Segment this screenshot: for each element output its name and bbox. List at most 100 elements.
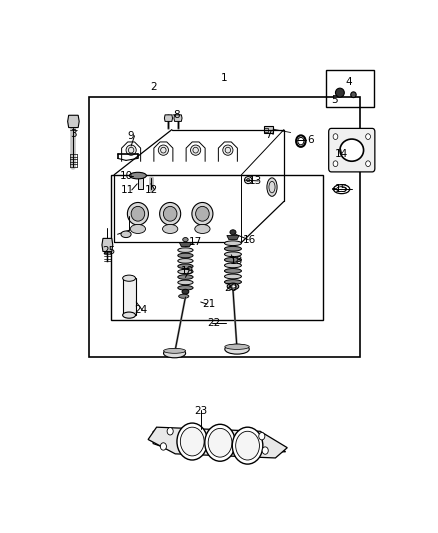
Circle shape — [259, 432, 265, 440]
Text: 19: 19 — [180, 266, 194, 276]
Ellipse shape — [247, 179, 250, 182]
Ellipse shape — [267, 178, 277, 196]
Text: 15: 15 — [335, 184, 348, 194]
Circle shape — [160, 443, 166, 450]
Ellipse shape — [224, 269, 241, 273]
Ellipse shape — [126, 145, 136, 155]
Bar — [123, 278, 135, 315]
Ellipse shape — [225, 344, 249, 350]
Circle shape — [177, 423, 208, 460]
Ellipse shape — [224, 263, 241, 268]
Bar — [88, 97, 360, 358]
Ellipse shape — [223, 145, 233, 155]
Ellipse shape — [225, 344, 249, 354]
Ellipse shape — [183, 238, 188, 241]
Polygon shape — [227, 236, 239, 240]
Ellipse shape — [163, 206, 177, 221]
Ellipse shape — [178, 274, 193, 279]
Ellipse shape — [130, 224, 145, 233]
Ellipse shape — [178, 269, 193, 274]
Text: 18: 18 — [230, 256, 243, 266]
Ellipse shape — [224, 280, 241, 284]
Ellipse shape — [195, 224, 210, 233]
Circle shape — [167, 427, 173, 435]
Ellipse shape — [196, 206, 209, 221]
Text: 22: 22 — [208, 318, 221, 327]
Text: 10: 10 — [120, 171, 133, 181]
Text: 21: 21 — [202, 299, 216, 309]
Ellipse shape — [182, 289, 189, 294]
Ellipse shape — [123, 312, 135, 318]
Ellipse shape — [230, 285, 236, 288]
Ellipse shape — [351, 92, 356, 98]
Polygon shape — [67, 115, 79, 127]
Ellipse shape — [191, 145, 201, 155]
Text: 12: 12 — [145, 185, 158, 195]
Bar — [264, 128, 268, 132]
Text: 24: 24 — [134, 305, 148, 315]
Text: 8: 8 — [173, 110, 180, 120]
Text: 6: 6 — [308, 135, 314, 145]
Ellipse shape — [178, 286, 193, 290]
Polygon shape — [148, 427, 287, 458]
Circle shape — [366, 134, 371, 140]
Circle shape — [333, 134, 338, 140]
Text: 11: 11 — [121, 185, 134, 195]
Ellipse shape — [224, 241, 241, 246]
Ellipse shape — [131, 206, 145, 221]
Ellipse shape — [127, 203, 148, 225]
Circle shape — [333, 161, 338, 166]
Ellipse shape — [230, 230, 236, 235]
Ellipse shape — [158, 145, 169, 155]
Bar — [111, 175, 323, 320]
Ellipse shape — [178, 280, 193, 285]
Circle shape — [262, 447, 268, 454]
Bar — [326, 70, 374, 107]
FancyBboxPatch shape — [328, 128, 375, 172]
Polygon shape — [174, 115, 182, 122]
Ellipse shape — [129, 172, 146, 179]
Text: 16: 16 — [243, 236, 257, 245]
Circle shape — [205, 424, 235, 461]
Text: 9: 9 — [128, 131, 134, 141]
Text: 4: 4 — [345, 77, 352, 87]
Ellipse shape — [121, 231, 131, 238]
Ellipse shape — [224, 246, 241, 251]
Text: 25: 25 — [102, 246, 116, 256]
Ellipse shape — [340, 139, 364, 161]
Ellipse shape — [336, 88, 344, 97]
Circle shape — [180, 427, 204, 456]
Ellipse shape — [123, 275, 135, 281]
Ellipse shape — [178, 253, 193, 258]
Ellipse shape — [162, 224, 178, 233]
Text: 2: 2 — [150, 82, 156, 92]
Ellipse shape — [163, 349, 186, 358]
Text: 20: 20 — [225, 282, 238, 293]
Ellipse shape — [178, 264, 193, 269]
Ellipse shape — [163, 349, 186, 353]
Ellipse shape — [159, 203, 181, 225]
Text: 5: 5 — [332, 95, 338, 105]
Bar — [138, 179, 143, 189]
Ellipse shape — [227, 283, 239, 290]
Circle shape — [236, 431, 259, 460]
Polygon shape — [179, 243, 191, 247]
Polygon shape — [153, 431, 286, 452]
Text: 7: 7 — [265, 130, 272, 140]
Text: 14: 14 — [335, 149, 348, 159]
Ellipse shape — [224, 274, 241, 279]
Ellipse shape — [178, 259, 193, 263]
Ellipse shape — [178, 248, 193, 253]
Bar — [264, 126, 273, 133]
Ellipse shape — [192, 203, 213, 225]
Ellipse shape — [224, 252, 241, 257]
Text: 1: 1 — [221, 74, 228, 83]
Text: 13: 13 — [248, 176, 261, 186]
Text: 3: 3 — [70, 129, 77, 139]
Text: 17: 17 — [189, 238, 202, 247]
Circle shape — [232, 427, 263, 464]
Polygon shape — [102, 238, 113, 252]
Polygon shape — [164, 115, 173, 122]
Circle shape — [208, 429, 232, 457]
Circle shape — [366, 161, 371, 166]
